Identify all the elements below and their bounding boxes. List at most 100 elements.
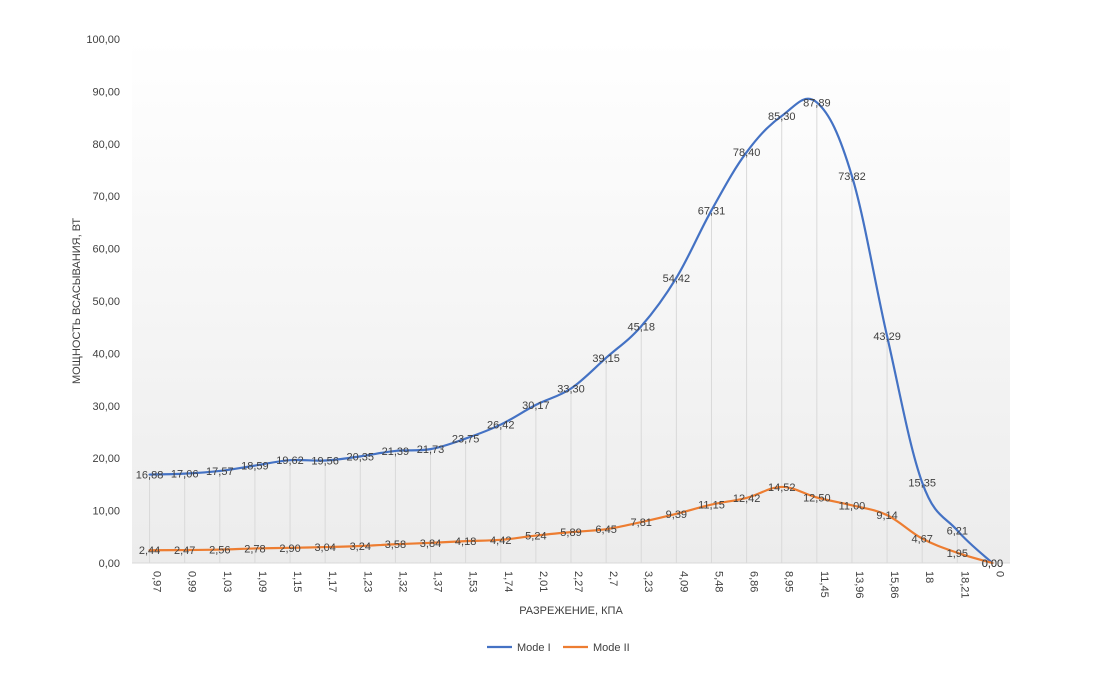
data-label: 45,18 bbox=[627, 321, 655, 333]
x-tick-label: 18,21 bbox=[958, 571, 970, 599]
x-tick-label: 1,23 bbox=[361, 571, 373, 592]
data-label: 43,29 bbox=[873, 331, 901, 343]
x-tick-label: 0,97 bbox=[151, 571, 163, 592]
data-label: 0,00 bbox=[982, 558, 1003, 570]
data-label: 0,00 bbox=[982, 558, 1003, 570]
data-label: 6,45 bbox=[595, 524, 616, 536]
data-label: 87,89 bbox=[803, 97, 831, 109]
data-label: 39,15 bbox=[592, 353, 620, 365]
data-label: 23,75 bbox=[452, 434, 480, 446]
data-label: 12,42 bbox=[733, 493, 761, 505]
y-tick-label: 20,00 bbox=[92, 453, 120, 465]
y-tick-label: 40,00 bbox=[92, 348, 120, 360]
data-label: 9,14 bbox=[876, 510, 897, 522]
x-tick-label: 2,27 bbox=[572, 571, 584, 592]
data-label: 4,18 bbox=[455, 536, 476, 548]
x-tick-label: 1,37 bbox=[432, 571, 444, 592]
y-tick-label: 90,00 bbox=[92, 86, 120, 98]
y-tick-label: 80,00 bbox=[92, 139, 120, 151]
data-label: 4,42 bbox=[490, 535, 511, 547]
data-label: 4,67 bbox=[911, 534, 932, 546]
legend-label-mode-2: Mode II bbox=[593, 642, 630, 654]
data-label: 11,00 bbox=[839, 500, 866, 512]
x-tick-label: 1,15 bbox=[291, 571, 303, 592]
x-tick-label: 4,09 bbox=[677, 571, 689, 592]
data-label: 19,56 bbox=[311, 456, 339, 468]
x-tick-label: 11,45 bbox=[818, 571, 830, 598]
legend-label-mode-1: Mode I bbox=[517, 642, 551, 654]
y-axis-ticks: 0,00 10,00 20,00 30,00 40,00 50,00 60,00 70,00 8… bbox=[86, 34, 120, 570]
x-tick-label: 18 bbox=[923, 571, 935, 583]
data-label: 33,30 bbox=[557, 384, 585, 396]
x-tick-label: 1,09 bbox=[256, 571, 268, 592]
data-label: 21,39 bbox=[382, 446, 410, 458]
x-tick-label: 0 bbox=[993, 571, 1005, 577]
data-label: 15,35 bbox=[908, 478, 936, 490]
data-label: 26,42 bbox=[487, 420, 515, 432]
x-tick-label: 2,7 bbox=[607, 571, 619, 586]
y-tick-label: 0,00 bbox=[99, 558, 120, 570]
data-label: 3,04 bbox=[314, 542, 335, 554]
y-tick-label: 50,00 bbox=[92, 296, 120, 308]
x-tick-label: 0,99 bbox=[186, 571, 198, 592]
series-line-mode-1 bbox=[148, 97, 994, 565]
y-axis-title: МОЩНОСТЬ ВСАСЫВАНИЯ, ВТ bbox=[71, 218, 83, 384]
x-tick-label: 1,03 bbox=[221, 571, 233, 592]
x-tick-label: 1,17 bbox=[326, 571, 338, 592]
x-tick-label: 13,96 bbox=[853, 571, 865, 599]
data-label: 18,59 bbox=[241, 461, 269, 473]
data-label: 17,57 bbox=[206, 466, 234, 478]
data-label: 3,58 bbox=[385, 539, 406, 551]
data-label: 3,24 bbox=[350, 541, 371, 553]
data-label: 78,40 bbox=[733, 147, 761, 159]
x-tick-label: 1,74 bbox=[502, 571, 514, 592]
data-label: 67,31 bbox=[698, 205, 726, 217]
data-label: 16,88 bbox=[136, 470, 164, 482]
x-tick-label: 3,23 bbox=[642, 571, 654, 592]
data-label: 54,42 bbox=[663, 273, 691, 285]
x-axis-title: РАЗРЕЖЕНИЕ, КПА bbox=[519, 605, 623, 617]
data-label: 12,50 bbox=[803, 493, 831, 505]
data-labels: 16,88 17,06 17,57 18,59 19,62 19,56 20,35 21,39… bbox=[136, 97, 1003, 570]
data-label: 2,78 bbox=[244, 543, 265, 555]
y-tick-label: 10,00 bbox=[92, 506, 120, 518]
x-tick-label: 1,53 bbox=[467, 571, 479, 592]
y-tick-label: 70,00 bbox=[92, 191, 120, 203]
y-tick-label: 30,00 bbox=[92, 401, 120, 413]
x-tick-label: 8,95 bbox=[783, 571, 795, 592]
data-label: 2,47 bbox=[174, 545, 195, 557]
y-tick-label: 60,00 bbox=[92, 244, 120, 256]
legend: Mode I Mode II bbox=[487, 642, 630, 654]
x-tick-label: 1,32 bbox=[396, 571, 408, 592]
data-label: 6,21 bbox=[947, 525, 968, 537]
y-tick-label: 100,00 bbox=[86, 34, 120, 46]
series-line-mode-2 bbox=[148, 485, 994, 565]
data-label: 21,73 bbox=[417, 444, 445, 456]
x-tick-label: 2,01 bbox=[537, 571, 549, 592]
data-label: 7,81 bbox=[631, 517, 652, 529]
data-label: 14,52 bbox=[768, 482, 796, 494]
series-lines bbox=[148, 97, 994, 565]
data-label: 2,56 bbox=[209, 545, 230, 557]
data-label: 85,30 bbox=[768, 111, 796, 123]
data-label: 9,39 bbox=[666, 509, 687, 521]
data-label: 5,89 bbox=[560, 527, 581, 539]
data-label: 73,82 bbox=[838, 171, 866, 183]
x-axis-ticks: 0,97 0,99 1,03 1,09 1,15 1,17 1,23 1,32 1,37 1,53… bbox=[151, 571, 1006, 599]
data-label: 20,35 bbox=[347, 451, 375, 463]
gridlines bbox=[132, 102, 1010, 564]
data-label: 1,95 bbox=[947, 548, 968, 560]
data-label: 3,84 bbox=[420, 538, 441, 550]
x-tick-label: 15,86 bbox=[888, 571, 900, 599]
data-label: 5,24 bbox=[525, 531, 546, 543]
data-label: 30,17 bbox=[522, 400, 550, 412]
x-tick-label: 6,86 bbox=[748, 571, 760, 592]
x-tick-label: 5,48 bbox=[712, 571, 724, 592]
data-label: 19,62 bbox=[276, 455, 304, 467]
data-label: 2,90 bbox=[279, 543, 300, 555]
data-label: 2,44 bbox=[139, 545, 160, 557]
data-label: 17,06 bbox=[171, 469, 199, 481]
data-label: 11,15 bbox=[698, 500, 725, 512]
